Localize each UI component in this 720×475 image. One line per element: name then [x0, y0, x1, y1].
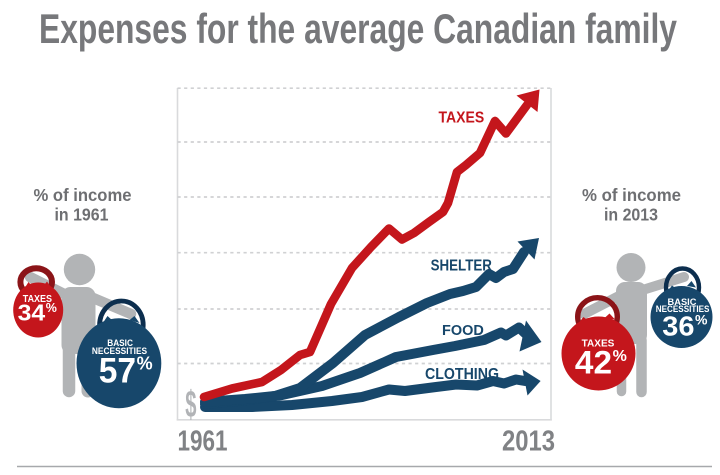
- svg-text:in 2013: in 2013: [604, 205, 658, 225]
- svg-text:%: %: [613, 348, 627, 365]
- svg-text:in 1961: in 1961: [55, 205, 109, 225]
- svg-text:$: $: [185, 383, 196, 425]
- svg-text:TAXES: TAXES: [582, 338, 615, 350]
- svg-text:NECESSITIES: NECESSITIES: [656, 304, 710, 314]
- svg-text:% of income: % of income: [34, 185, 132, 205]
- svg-text:%: %: [137, 354, 153, 374]
- svg-text:TAXES: TAXES: [23, 294, 53, 305]
- svg-text:%: %: [695, 312, 708, 328]
- svg-text:%: %: [46, 301, 57, 315]
- svg-text:36: 36: [662, 310, 694, 341]
- svg-text:34: 34: [18, 299, 46, 325]
- svg-text:1961: 1961: [178, 425, 228, 457]
- svg-text:BASIC: BASIC: [668, 297, 698, 307]
- svg-text:2013: 2013: [502, 425, 555, 457]
- svg-text:NECESSITIES: NECESSITIES: [92, 346, 147, 356]
- svg-text:42: 42: [575, 345, 612, 381]
- svg-text:SHELTER: SHELTER: [431, 258, 492, 275]
- svg-text:% of income: % of income: [582, 185, 681, 205]
- svg-text:57: 57: [99, 352, 136, 391]
- svg-text:CLOTHING: CLOTHING: [425, 366, 499, 383]
- svg-text:BASIC: BASIC: [107, 338, 133, 348]
- svg-text:TAXES: TAXES: [439, 110, 485, 127]
- svg-text:FOOD: FOOD: [442, 323, 484, 339]
- svg-text:Expenses for the average Canad: Expenses for the average Canadian family: [39, 5, 677, 52]
